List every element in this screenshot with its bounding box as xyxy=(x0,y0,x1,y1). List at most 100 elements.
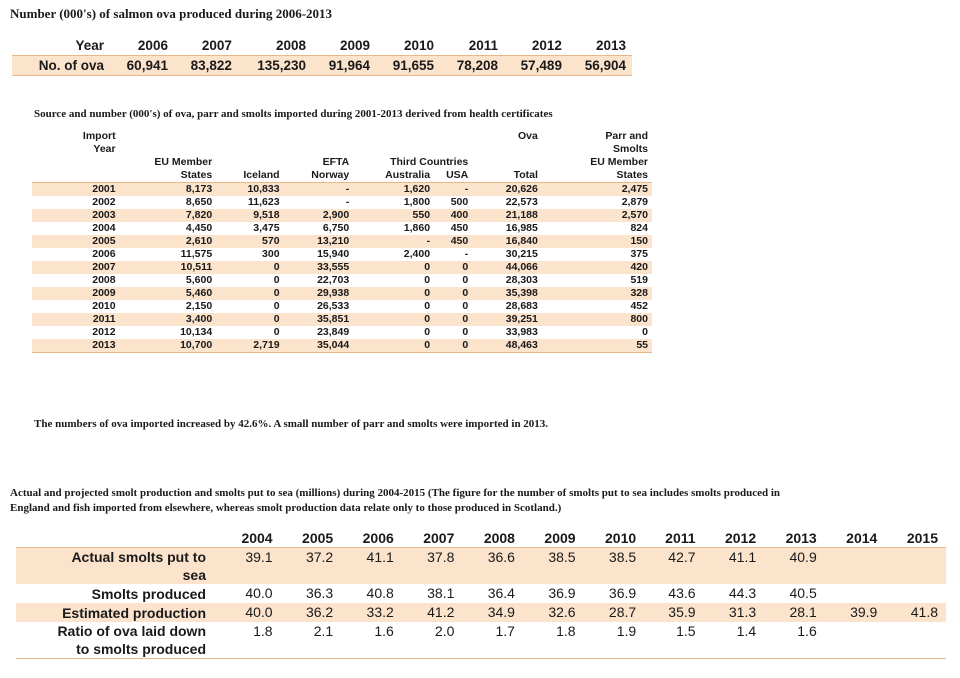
iceland-cell: 300 xyxy=(262,248,280,260)
table-row: 2012 10,134 0 23,849 0 0 33,983 0 xyxy=(32,326,652,339)
iceland-cell: 11,623 xyxy=(248,196,280,208)
iceland-header: Iceland xyxy=(216,169,284,183)
value-cell: 2.0 xyxy=(401,622,463,659)
table-row: Smolts produced 40.0 36.3 40.8 38.1 36.4 36.9 3… xyxy=(16,584,946,603)
year-cell: 2014 xyxy=(824,528,886,548)
value-cell: 1.9 xyxy=(583,622,645,659)
year-cell: 2002 xyxy=(92,196,116,208)
eu-cell: 2,150 xyxy=(185,300,213,312)
value-cell: 36.9 xyxy=(548,585,576,601)
total-cell: 39,251 xyxy=(472,313,542,326)
year-cell: 2004 xyxy=(92,222,116,234)
year-cell: 2010 xyxy=(376,36,441,56)
imports-table: Import Ova Parr and Year Smolts EU Membe… xyxy=(32,130,652,353)
year-cell: 2003 xyxy=(32,209,120,222)
australia-cell: 0 xyxy=(353,339,435,353)
parr-cell: 452 xyxy=(630,300,648,312)
norway-cell: 13,210 xyxy=(283,235,354,248)
iceland-cell: 0 xyxy=(273,326,280,338)
usa-cell: - xyxy=(464,248,469,260)
row-label-line: to smolts produced xyxy=(76,641,206,657)
value-cell: 28.7 xyxy=(583,603,645,622)
australia-cell: - xyxy=(353,235,435,248)
year-cell: 2007 xyxy=(401,528,463,548)
iceland-cell: 570 xyxy=(216,235,284,248)
value-cell: 39.1 xyxy=(220,547,281,584)
row-label-line: sea xyxy=(182,567,206,583)
total-cell: 22,573 xyxy=(505,196,538,208)
norway-cell: 29,938 xyxy=(283,287,354,300)
usa-cell: 450 xyxy=(450,222,469,234)
iceland-cell: 2,719 xyxy=(216,339,284,353)
australia-header: Australia xyxy=(353,169,435,183)
norway-cell: 35,851 xyxy=(283,313,354,326)
value-cell: 40.9 xyxy=(764,547,825,584)
table-row: 2003 7,820 9,518 2,900 550 400 21,188 2,570 xyxy=(32,209,652,222)
parr-cell: 2,879 xyxy=(621,196,648,208)
value-cell: 41.2 xyxy=(401,603,463,622)
norway-cell: 2,900 xyxy=(283,209,354,222)
total-cell: 28,683 xyxy=(505,300,538,312)
table3-caption: Actual and projected smolt production an… xyxy=(10,486,780,516)
eu-cell: 10,134 xyxy=(180,326,213,338)
usa-cell: 0 xyxy=(434,339,473,353)
year-cell: 2011 xyxy=(440,36,504,56)
smolt-production-table: 2004 2005 2006 2007 2008 2009 2010 2011 2012 2013… xyxy=(16,528,946,659)
table-row: Estimated production 40.0 36.2 33.2 41.2 34.9… xyxy=(16,603,946,622)
table-row: Import Ova Parr and xyxy=(32,130,652,143)
value-cell xyxy=(825,584,886,603)
total-cell: 30,215 xyxy=(505,248,538,260)
usa-cell: 0 xyxy=(462,300,469,312)
table-row: 2004 4,450 3,475 6,750 1,860 450 16,985 824 xyxy=(32,222,652,235)
value-cell: 36.9 xyxy=(608,585,637,601)
table-row: 2011 3,400 0 35,851 0 0 39,251 800 xyxy=(32,313,652,326)
parr-cell: 420 xyxy=(541,261,652,274)
usa-cell: 0 xyxy=(434,313,473,326)
total-cell: 16,985 xyxy=(505,222,538,234)
eu-cell: 8,650 xyxy=(185,196,213,208)
table-row: Actual smolts put to sea 39.1 37.2 41.1 37.8 3… xyxy=(16,547,946,584)
usa-cell: 0 xyxy=(462,326,469,338)
value-cell: 41.1 xyxy=(341,547,402,584)
value-cell: 36.4 xyxy=(487,585,515,601)
year-row-label: Year xyxy=(12,36,110,56)
year-cell: 2007 xyxy=(32,261,120,274)
table-row: 2004 2005 2006 2007 2008 2009 2010 2011 2012 2013… xyxy=(16,528,946,548)
total-cell: 21,188 xyxy=(472,209,542,222)
iceland-cell: 9,518 xyxy=(216,209,284,222)
value-cell: 36.2 xyxy=(280,603,342,622)
value-cell: 33.2 xyxy=(341,603,402,622)
table3-caption-line: Actual and projected smolt production an… xyxy=(10,487,781,499)
eu-cell: 5,600 xyxy=(185,274,213,286)
row-label-line: Smolts produced xyxy=(91,585,206,602)
ova-value: 83,822 xyxy=(173,55,238,76)
year-cell: 2007 xyxy=(173,36,238,56)
table-row: Year Smolts xyxy=(32,143,652,156)
total-cell: 44,066 xyxy=(472,261,542,274)
norway-cell: - xyxy=(283,182,354,196)
table-row: No. of ova 60,941 83,822 135,230 91,964 … xyxy=(12,55,632,76)
usa-cell: - xyxy=(434,182,473,196)
row-label: Ratio of ova laid down to smolts produced xyxy=(16,622,220,659)
eu-cell: 3,400 xyxy=(119,313,217,326)
value-cell: 40.8 xyxy=(366,585,394,601)
value-cell: 36.6 xyxy=(462,547,523,584)
ova-row-label: No. of ova xyxy=(12,55,110,76)
eu2-header: EU Member xyxy=(590,156,648,168)
norway-cell: - xyxy=(345,196,350,208)
total-header: Total xyxy=(472,169,542,183)
value-cell xyxy=(885,547,946,584)
australia-cell: 550 xyxy=(353,209,435,222)
ova-value: 91,964 xyxy=(312,55,377,76)
empty-corner xyxy=(16,528,220,548)
australia-cell: 1,800 xyxy=(403,196,431,208)
parr-cell: 800 xyxy=(541,313,652,326)
year-cell: 2012 xyxy=(703,528,765,548)
norway-cell: 26,533 xyxy=(317,300,350,312)
value-cell: 2.1 xyxy=(280,622,342,659)
ova-value: 57,489 xyxy=(503,55,568,76)
norway-cell: 33,555 xyxy=(283,261,354,274)
ova-value: 56,904 xyxy=(567,55,632,76)
year-cell: 2001 xyxy=(32,182,120,196)
table-row: 2006 11,575 300 15,940 2,400 - 30,215 375 xyxy=(32,248,652,261)
